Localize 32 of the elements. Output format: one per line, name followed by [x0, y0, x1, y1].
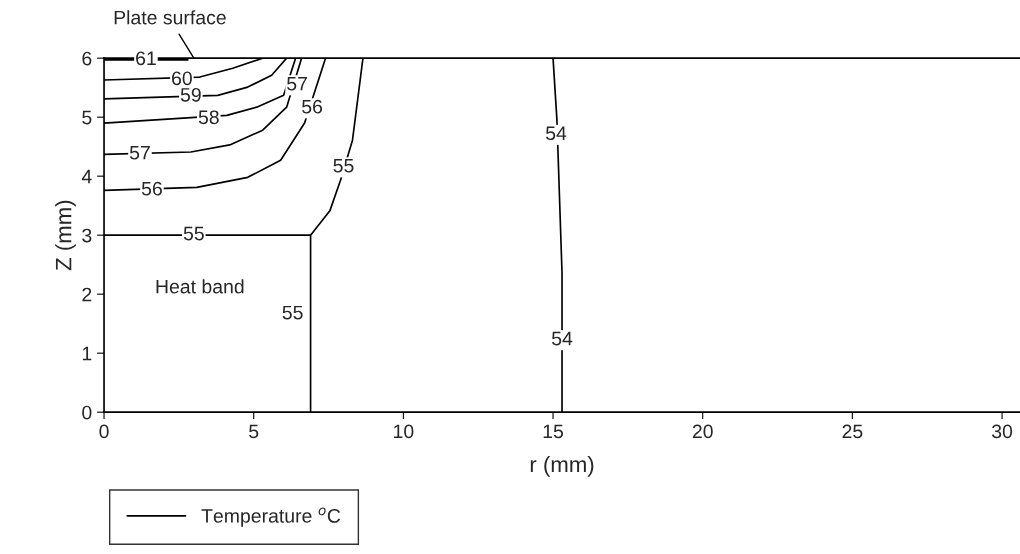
x-axis-title: r (mm) — [530, 456, 594, 477]
y-axis-title: Z (mm) — [55, 200, 76, 271]
annotation: 57 — [129, 145, 150, 160]
annotation: 55 — [333, 158, 354, 173]
x-tick-label: 0 — [99, 424, 109, 439]
annotation: 55 — [282, 305, 303, 320]
annotation: 57 — [287, 76, 307, 91]
x-tick-label: 25 — [842, 424, 863, 439]
x-tick-label: 15 — [543, 424, 564, 439]
annotation: 55 — [183, 226, 204, 241]
annotation: 56 — [141, 181, 162, 196]
y-tick-label: 2 — [82, 287, 92, 302]
y-tick-label: 0 — [82, 405, 92, 420]
annotation: 60 — [172, 71, 192, 86]
x-tick-label: 20 — [692, 424, 713, 439]
y-tick-label: 4 — [81, 169, 92, 184]
y-tick-label: 1 — [82, 346, 92, 361]
x-tick-label: 5 — [249, 424, 259, 439]
x-tick-label: 30 — [991, 424, 1013, 439]
y-tick-label: 3 — [82, 228, 92, 243]
legend-label: Temperature $^{o}$C — [201, 507, 341, 527]
annotation: 61 — [136, 51, 156, 66]
x-tick-label: 10 — [394, 424, 414, 439]
annotation: 56 — [302, 99, 323, 114]
y-tick-label: 5 — [82, 110, 92, 125]
annotation: 54 — [551, 331, 573, 346]
annotation: 58 — [198, 110, 219, 125]
text: Plate surface — [114, 10, 226, 25]
annotation: Heat band — [156, 279, 244, 294]
y-tick-label: 6 — [82, 51, 92, 66]
annotation: 54 — [546, 126, 567, 141]
annotation: 59 — [180, 87, 201, 102]
